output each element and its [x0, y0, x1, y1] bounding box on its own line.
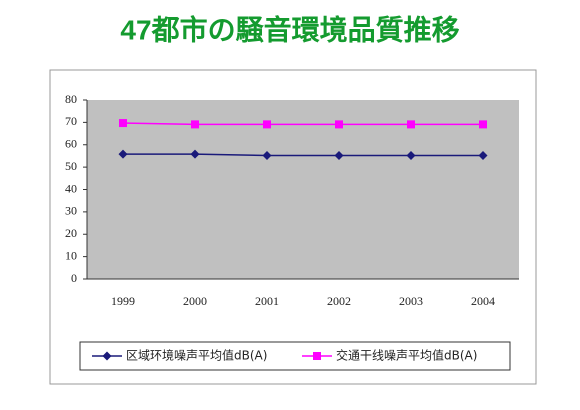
data-point — [119, 119, 127, 128]
x-tick-label: 2000 — [183, 294, 207, 308]
data-point — [335, 120, 343, 129]
data-point — [262, 150, 272, 160]
y-tick-label: 10 — [65, 248, 77, 262]
y-tick-label: 0 — [71, 271, 77, 285]
plot-area — [87, 100, 519, 279]
x-tick-label: 2002 — [327, 294, 351, 308]
data-point — [118, 149, 128, 159]
data-point — [191, 120, 199, 129]
legend-marker — [313, 352, 321, 360]
data-point — [263, 120, 271, 129]
x-tick-label: 2004 — [471, 294, 495, 308]
y-tick-label: 20 — [65, 226, 77, 240]
y-tick-label: 40 — [65, 181, 77, 195]
y-tick-label: 50 — [65, 159, 77, 173]
chart-title: 47都市の騒音環境品質推移 — [120, 13, 459, 45]
y-tick-label: 30 — [65, 204, 77, 218]
legend-label: 交通干线噪声平均值dB(A) — [336, 348, 477, 363]
y-tick-label: 80 — [65, 92, 77, 106]
x-tick-label: 2001 — [255, 294, 279, 308]
data-point — [478, 150, 488, 160]
legend-box — [79, 341, 511, 371]
series-line — [122, 122, 483, 126]
legend-label: 区域环境噪声平均值dB(A) — [126, 348, 267, 363]
y-tick-label: 60 — [65, 137, 77, 151]
data-point — [479, 120, 487, 129]
x-tick-label: 1999 — [111, 294, 135, 308]
data-point — [406, 150, 416, 160]
series-line — [123, 153, 483, 157]
y-tick-label: 70 — [65, 114, 77, 128]
legend-marker — [102, 351, 112, 361]
x-tick-label: 2003 — [399, 294, 423, 308]
data-point — [190, 149, 200, 159]
data-point — [407, 120, 415, 129]
data-point — [334, 150, 344, 160]
